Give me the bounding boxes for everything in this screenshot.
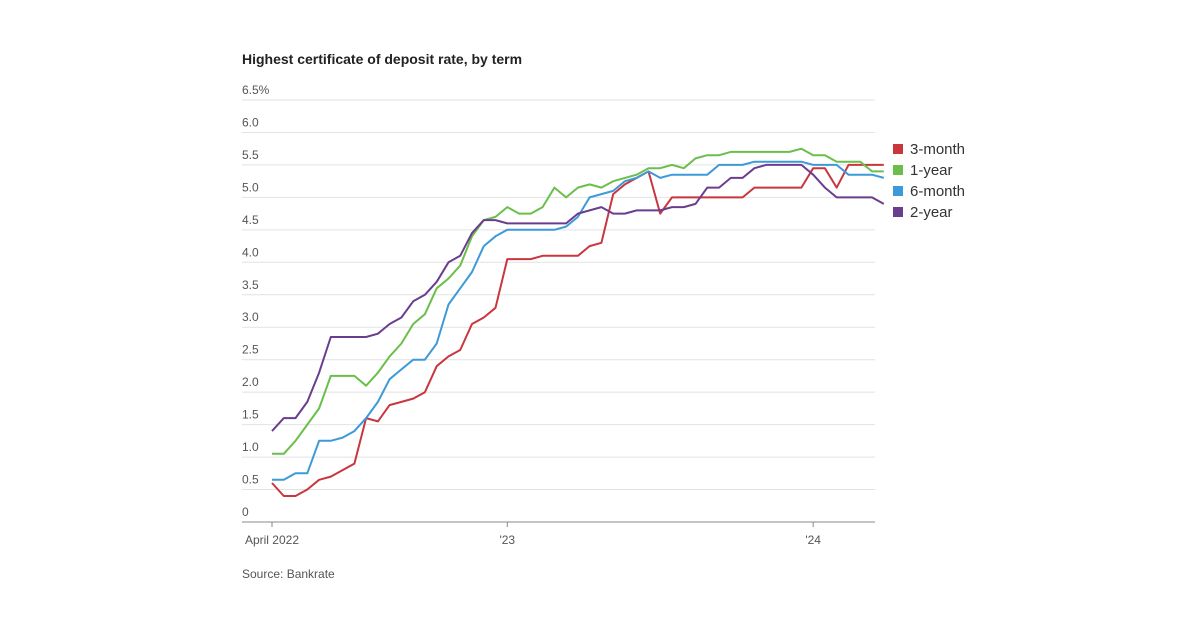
legend-text: 1-year — [910, 162, 953, 179]
y-tick-label: 6.5% — [242, 83, 270, 97]
y-tick-label: 3.0 — [242, 310, 259, 324]
x-tick-label: April 2022 — [245, 533, 299, 547]
y-tick-label: 5.5 — [242, 148, 259, 162]
y-tick-label: 1.5 — [242, 408, 259, 422]
y-tick-label: 6.0 — [242, 115, 259, 129]
legend-swatch — [893, 165, 903, 175]
legend-text: 6-month — [910, 183, 965, 200]
legend-swatch — [893, 186, 903, 196]
legend-swatch — [893, 207, 903, 217]
legend-swatch — [893, 144, 903, 154]
y-tick-label: 0.5 — [242, 473, 259, 487]
y-tick-label: 4.5 — [242, 213, 259, 227]
series-line — [272, 160, 885, 481]
source: Source: Bankrate — [242, 567, 335, 581]
y-tick-label: 0 — [242, 505, 249, 519]
y-tick-label: 1.0 — [242, 440, 259, 454]
series-line — [271, 163, 885, 432]
chart-title: Highest certificate of deposit rate, by … — [242, 51, 522, 67]
y-tick-label: 2.0 — [242, 375, 259, 389]
x-tick-label: '24 — [805, 533, 821, 547]
y-tick-label: 5.0 — [242, 180, 259, 194]
legend-text: 2-year — [910, 204, 953, 221]
y-tick-label: 4.0 — [242, 245, 259, 259]
x-tick-label: '23 — [499, 533, 515, 547]
y-tick-label: 3.5 — [242, 278, 259, 292]
y-tick-label: 2.5 — [242, 343, 259, 357]
legend-text: 3-month — [910, 141, 965, 158]
series-line — [272, 147, 884, 455]
series-line — [271, 163, 884, 497]
